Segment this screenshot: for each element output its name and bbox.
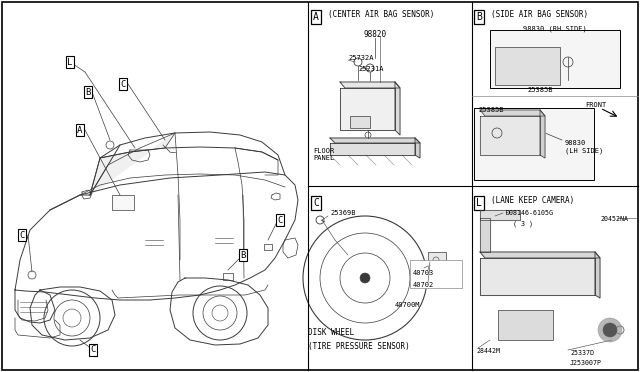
Text: (CENTER AIR BAG SENSOR): (CENTER AIR BAG SENSOR) [328, 10, 435, 19]
Bar [490, 30, 620, 88]
Text: DISK WHEEL: DISK WHEEL [308, 328, 355, 337]
Text: C: C [19, 231, 25, 240]
Bar [428, 252, 446, 262]
Text: 98820: 98820 [364, 30, 387, 39]
Bar [498, 310, 553, 340]
Polygon shape [480, 258, 595, 295]
Text: 25369B: 25369B [330, 210, 355, 216]
Circle shape [598, 318, 622, 342]
Text: B: B [476, 12, 482, 22]
Bar [112, 195, 134, 210]
Text: 98830 (RH SIDE): 98830 (RH SIDE) [523, 25, 587, 32]
Text: 25337D: 25337D [570, 350, 594, 356]
Text: 40702: 40702 [413, 282, 435, 288]
Text: L: L [476, 198, 482, 208]
Text: C: C [90, 346, 96, 355]
Circle shape [603, 323, 617, 337]
Bar [350, 116, 370, 128]
Polygon shape [395, 82, 400, 135]
Text: 40700M: 40700M [395, 302, 420, 308]
Bar [495, 47, 560, 85]
Text: (SIDE AIR BAG SENSOR): (SIDE AIR BAG SENSOR) [491, 10, 588, 19]
Text: 25385B: 25385B [478, 107, 504, 113]
Circle shape [360, 273, 370, 283]
Polygon shape [415, 138, 420, 158]
Text: C: C [120, 80, 125, 89]
Polygon shape [595, 252, 600, 298]
Text: C: C [313, 198, 319, 208]
Polygon shape [340, 82, 400, 88]
Text: ( 3 ): ( 3 ) [513, 220, 533, 227]
Polygon shape [480, 218, 490, 252]
Text: A: A [313, 12, 319, 22]
Text: 98830
(LH SIDE): 98830 (LH SIDE) [565, 140, 604, 154]
Bar [223, 273, 233, 280]
Bar [474, 108, 594, 180]
Polygon shape [480, 210, 520, 220]
Text: FLOOR
PANEL: FLOOR PANEL [313, 148, 334, 161]
Text: A: A [77, 125, 83, 135]
Text: 25385B: 25385B [527, 87, 553, 93]
Polygon shape [330, 138, 420, 143]
Bar [410, 260, 462, 288]
Polygon shape [90, 133, 175, 195]
Text: B: B [85, 87, 91, 96]
Text: (TIRE PRESSURE SENSOR): (TIRE PRESSURE SENSOR) [308, 342, 410, 351]
Text: 25231A: 25231A [358, 66, 383, 72]
Polygon shape [340, 88, 395, 130]
Text: 20452NA: 20452NA [600, 216, 628, 222]
Text: Ð08146-6105G: Ð08146-6105G [505, 210, 553, 216]
Text: L: L [67, 58, 73, 67]
Bar [264, 244, 272, 250]
Text: FRONT: FRONT [585, 102, 606, 108]
Text: 25732A: 25732A [348, 55, 374, 61]
Text: B: B [240, 250, 246, 260]
Polygon shape [480, 110, 545, 116]
Polygon shape [540, 110, 545, 158]
Text: C: C [277, 215, 283, 224]
Polygon shape [330, 143, 415, 155]
Text: 40703: 40703 [413, 270, 435, 276]
Polygon shape [480, 116, 540, 155]
Text: 28442M: 28442M [476, 348, 500, 354]
Text: (LANE KEEP CAMERA): (LANE KEEP CAMERA) [491, 196, 574, 205]
Text: J253007P: J253007P [570, 360, 602, 366]
Polygon shape [480, 252, 600, 258]
